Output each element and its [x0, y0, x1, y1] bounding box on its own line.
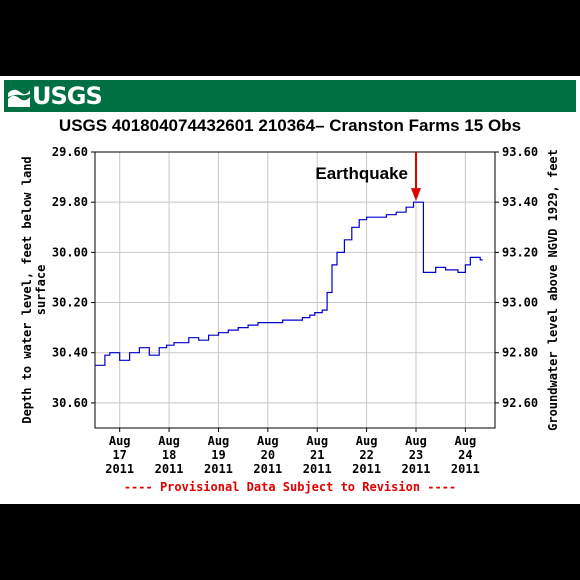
- y-tick-label-left: 30.00: [52, 245, 88, 259]
- x-tick-label: Aug 21 2011: [303, 434, 332, 476]
- usgs-logo: USGS: [8, 82, 103, 110]
- y-tick-label-left: 30.60: [52, 396, 88, 410]
- annotation-arrow-head: [410, 188, 421, 202]
- figure-background: [0, 76, 580, 504]
- y-tick-label-right: 92.80: [502, 346, 538, 360]
- y-tick-label-left: 29.60: [52, 145, 88, 159]
- y-axis-label-right: Groundwater level above NGVD 1929, feet: [546, 149, 560, 431]
- x-tick-label: Aug 20 2011: [253, 434, 282, 476]
- y-tick-label-right: 93.60: [502, 145, 538, 159]
- x-tick-label: Aug 22 2011: [352, 434, 381, 476]
- y-tick-label-left: 29.80: [52, 195, 88, 209]
- x-tick-label: Aug 17 2011: [105, 434, 134, 476]
- y-tick-label-right: 92.60: [502, 396, 538, 410]
- series-line: [95, 201, 483, 366]
- provisional-note: ---- Provisional Data Subject to Revisio…: [123, 480, 457, 494]
- x-tick-label: Aug 23 2011: [402, 434, 431, 476]
- y-tick-label-right: 93.20: [502, 245, 538, 259]
- plot-frame: [94, 151, 496, 429]
- y-axis-label-left: Depth to water level, feet below landsur…: [20, 156, 48, 423]
- y-tick-label-right: 93.40: [502, 195, 538, 209]
- x-tick-label: Aug 18 2011: [155, 434, 184, 476]
- y-axis-right: 93.60 93.40 93.20 93.00 92.80 92.60: [495, 145, 538, 410]
- annotations: Earthquake: [315, 152, 421, 202]
- y-tick-label-right: 93.00: [502, 296, 538, 310]
- usgs-wave-icon: [8, 89, 30, 107]
- x-tick-label: Aug 24 2011: [451, 434, 480, 476]
- y-tick-label-left: 30.20: [52, 296, 88, 310]
- usgs-banner: [4, 80, 576, 112]
- usgs-logo-text: USGS: [32, 82, 103, 110]
- chart-title: USGS 401804074432601 210364– Cranston Fa…: [58, 116, 522, 135]
- x-axis: Aug 17 2011 Aug 18 2011 Aug 19 2011 Aug 20 2011 Aug 2…: [105, 428, 480, 476]
- y-tick-label-left: 30.40: [52, 346, 88, 360]
- y-axis-left: 29.60 29.80 30.00 30.20 30.40 30.60: [52, 145, 95, 410]
- axis-labels: Depth to water level, feet below landsur…: [20, 149, 560, 431]
- annotation-label: Earthquake: [315, 164, 408, 183]
- grid-lines: [95, 152, 495, 428]
- x-tick-label: Aug 19 2011: [204, 434, 233, 476]
